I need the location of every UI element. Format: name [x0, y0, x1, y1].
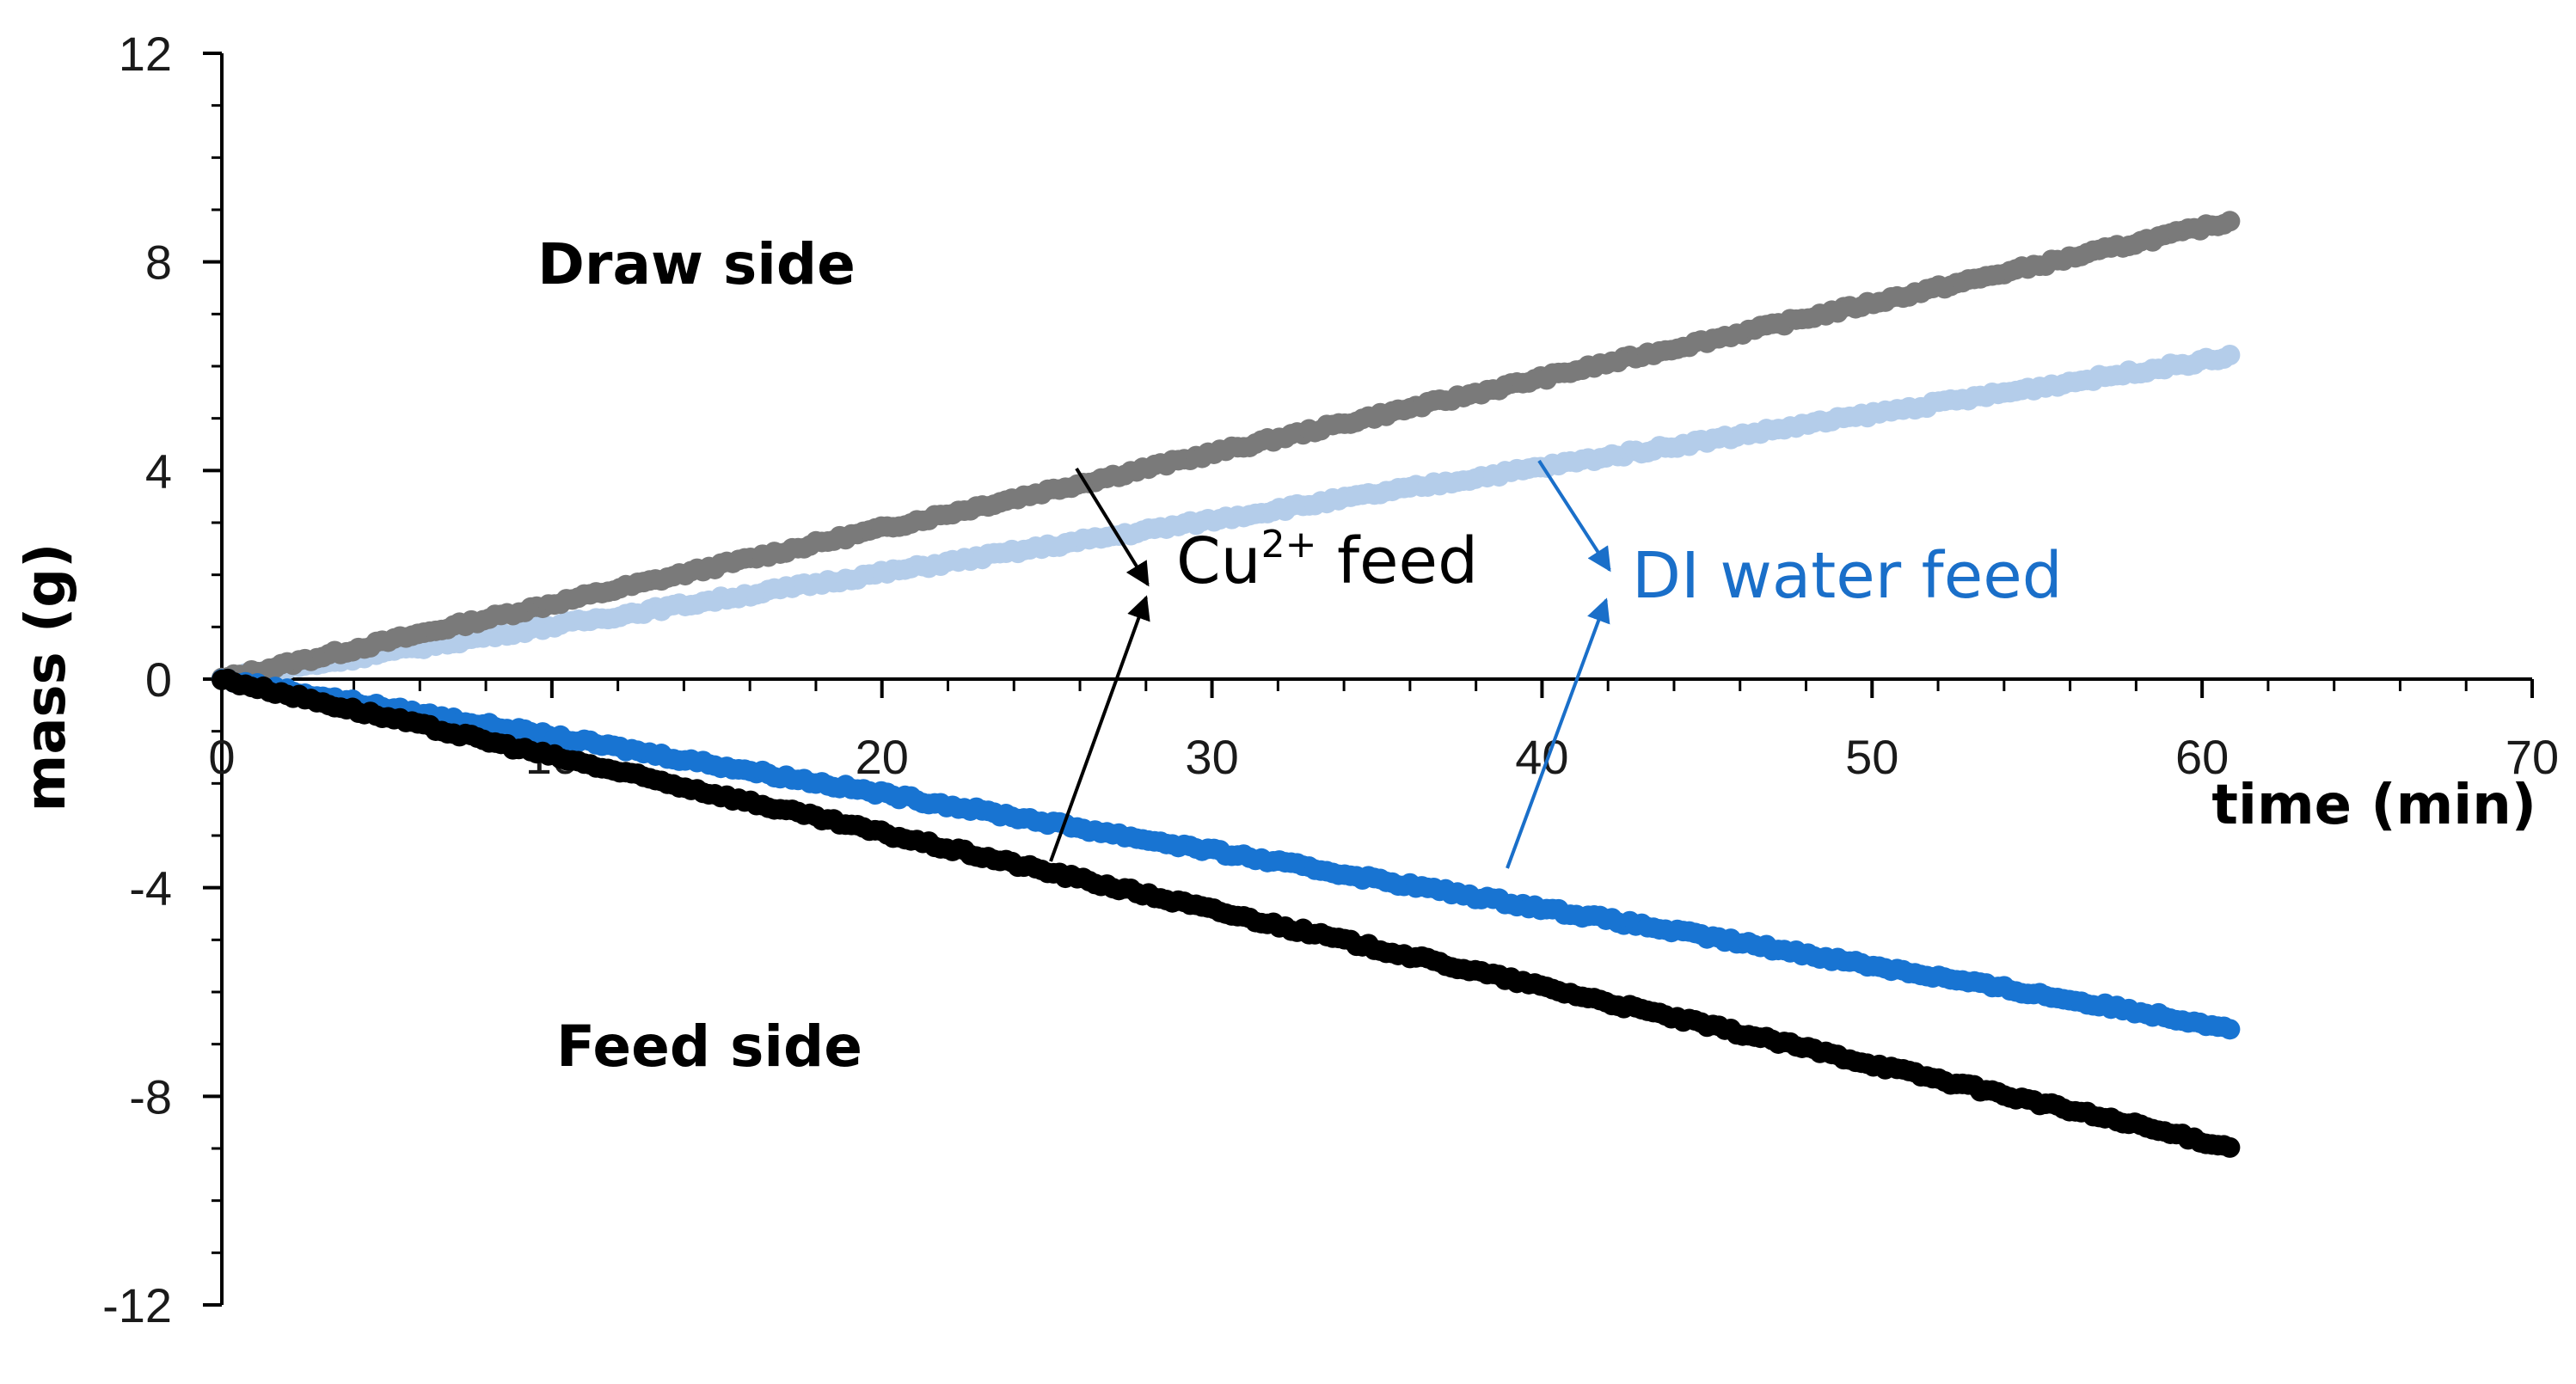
series-2 [212, 344, 2241, 690]
y-tick-label: 4 [145, 444, 172, 498]
series-4 [212, 668, 2241, 1158]
x-tick-label: 0 [208, 730, 235, 784]
cu-feed-sup: 2+ [1261, 523, 1317, 566]
y-tick-label: 8 [145, 236, 172, 290]
cu-feed-prefix: Cu [1176, 524, 1261, 598]
data-point [2219, 1136, 2241, 1158]
data-point [2219, 1019, 2241, 1040]
series-layer [212, 211, 2241, 1158]
di-arrow-bottom [1506, 597, 1610, 869]
x-axis-title: time (min) [2211, 774, 2536, 837]
cu-arrow-bottom [1049, 595, 1150, 862]
x-tick-label: 70 [2505, 730, 2559, 784]
y-tick-label: 12 [119, 27, 172, 81]
x-tick-label: 30 [1185, 730, 1238, 784]
y-tick-label: 0 [145, 652, 172, 707]
feed-side-label: Feed side [556, 1014, 862, 1080]
y-tick-label: -4 [129, 861, 172, 916]
x-tick-label: 60 [2175, 730, 2229, 784]
di-water-feed-label: DI water feed [1632, 539, 2063, 613]
cu-arrow-top [1075, 467, 1150, 587]
series-3 [212, 668, 2241, 1040]
di-arrow-top [1537, 459, 1611, 573]
x-tick-label: 20 [856, 730, 909, 784]
draw-side-label: Draw side [537, 231, 856, 297]
y-axis-title: mass (g) [15, 543, 78, 812]
x-tick-label: 50 [1845, 730, 1898, 784]
y-tick-label: -12 [102, 1278, 172, 1332]
cu-feed-suffix: feed [1316, 524, 1478, 598]
data-point [2219, 344, 2241, 365]
cu-feed-label: Cu2+ feed [1176, 523, 1478, 598]
y-tick-label: -8 [129, 1069, 172, 1124]
data-point [2219, 211, 2241, 232]
series-1 [212, 211, 2241, 689]
